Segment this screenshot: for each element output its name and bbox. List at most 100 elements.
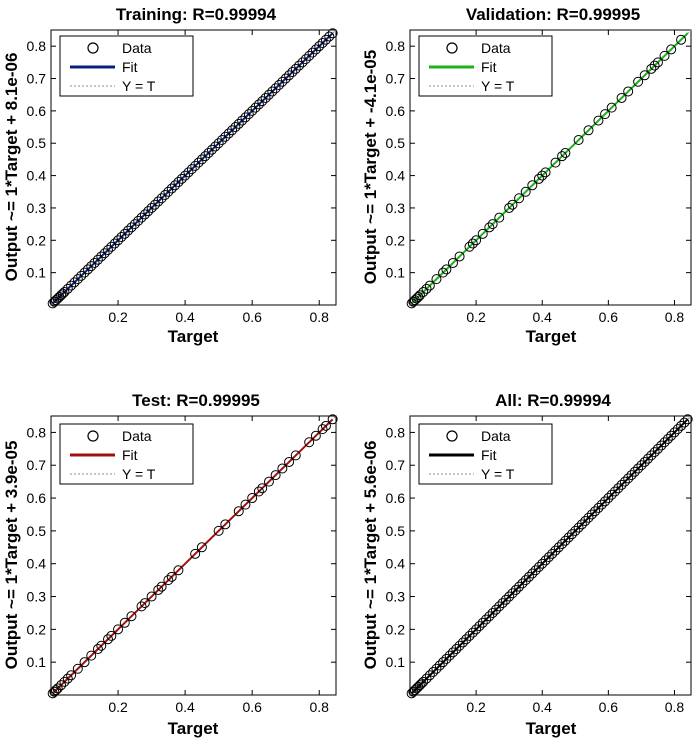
all-data-point xyxy=(464,630,475,641)
all-data-point xyxy=(619,476,630,487)
all-data-point xyxy=(603,493,614,504)
test-legend-data-label: Data xyxy=(122,428,152,444)
validation-data-point xyxy=(504,202,515,213)
validation-y-tick-0.8: 0.8 xyxy=(386,38,406,54)
validation-data-point xyxy=(606,102,617,113)
test-data-point xyxy=(173,565,184,576)
training-data-point xyxy=(193,157,204,168)
test-y-tick-0.1: 0.1 xyxy=(27,654,47,670)
validation-data-point xyxy=(514,193,525,204)
training-data-point xyxy=(82,264,93,275)
training-title: Training: R=0.99994 xyxy=(116,5,277,24)
validation-y-tick-0.5: 0.5 xyxy=(386,135,406,151)
test-data-point xyxy=(153,584,164,595)
training-data-point xyxy=(56,290,67,301)
training-data-point xyxy=(280,73,291,84)
test-legend-data-marker xyxy=(87,430,99,442)
training-data-point xyxy=(317,37,328,48)
all-data-point xyxy=(629,466,640,477)
all-data-point xyxy=(471,624,482,635)
validation-data-point xyxy=(639,70,650,81)
all-data-point xyxy=(461,634,472,645)
validation-data-point xyxy=(646,63,657,74)
all-data-point xyxy=(467,627,478,638)
all-data-point xyxy=(666,430,677,441)
training-data-point xyxy=(267,86,278,97)
all-y-tick-0.5: 0.5 xyxy=(386,523,406,539)
test-y-label: Output ~= 1*Target + 3.9e-05 xyxy=(2,441,21,670)
test-legend: Data Fit Y = T xyxy=(59,423,194,485)
test-data-point xyxy=(126,611,137,622)
validation-y-label: Output ~= 1*Target + -4.1e-05 xyxy=(361,50,380,284)
training-data-point xyxy=(143,206,154,217)
validation-y-tick-0.3: 0.3 xyxy=(386,200,406,216)
training-data-point xyxy=(237,115,248,126)
training-data-point xyxy=(220,131,231,142)
test-y-tick-0.8: 0.8 xyxy=(27,424,47,440)
all-data-point xyxy=(457,637,468,648)
all-x-label: Target xyxy=(526,719,577,738)
training-data-point xyxy=(243,109,254,120)
training-data-point xyxy=(203,147,214,158)
training-data-point xyxy=(176,173,187,184)
test-x-ticks: 0.2 0.4 0.6 0.8 xyxy=(108,699,329,715)
all-data-point xyxy=(454,640,465,651)
test-data-point xyxy=(66,670,77,681)
all-data-point xyxy=(481,614,492,625)
training-data-point xyxy=(324,31,335,42)
training-x-tick-0.4: 0.4 xyxy=(175,309,195,325)
training-data-point xyxy=(136,212,147,223)
test-x-label: Target xyxy=(168,719,219,738)
test-data-point xyxy=(263,476,274,487)
validation-data-point xyxy=(616,92,627,103)
all-data-point xyxy=(580,516,591,527)
all-data-point xyxy=(533,561,544,572)
validation-data-point xyxy=(438,267,449,278)
all-data-point xyxy=(527,568,538,579)
test-data-point xyxy=(86,650,97,661)
training-data-marks xyxy=(47,28,338,309)
training-data-point xyxy=(230,122,241,133)
validation-y-tick-0.2: 0.2 xyxy=(386,232,406,248)
all-data-marks xyxy=(406,414,693,699)
validation-x-tick-0.6: 0.6 xyxy=(599,309,619,325)
validation-y-tick-0.1: 0.1 xyxy=(386,265,406,281)
training-data-point xyxy=(320,34,331,45)
validation-data-point xyxy=(676,34,687,45)
all-data-point xyxy=(563,532,574,543)
all-data-point xyxy=(507,588,518,599)
training-data-point xyxy=(304,50,315,61)
all-data-point xyxy=(652,443,663,454)
test-y-tick-0.3: 0.3 xyxy=(27,589,47,605)
test-data-point xyxy=(310,430,321,441)
test-data-point xyxy=(196,542,207,553)
validation-data-point xyxy=(550,157,561,168)
validation-x-tick-0.2: 0.2 xyxy=(466,309,486,325)
training-data-point xyxy=(146,202,157,213)
all-data-point xyxy=(676,420,687,431)
all-data-point xyxy=(547,548,558,559)
all-data-point xyxy=(679,417,690,428)
all-data-point xyxy=(662,433,673,444)
all-data-point xyxy=(537,558,548,569)
validation-x-tick-0.4: 0.4 xyxy=(533,309,553,325)
test-data-point xyxy=(233,506,244,517)
test-data-point xyxy=(96,640,107,651)
validation-legend: Data Fit Y = T xyxy=(418,35,553,97)
validation-data-point xyxy=(431,274,442,285)
training-data-point xyxy=(284,70,295,81)
training-y-tick-0.7: 0.7 xyxy=(27,71,47,87)
test-data-point xyxy=(79,657,90,668)
training-data-point xyxy=(126,222,137,233)
validation-data-point xyxy=(573,135,584,145)
all-data-point xyxy=(434,660,445,671)
training-data-point xyxy=(173,177,184,188)
training-data-point xyxy=(300,54,311,65)
all-data-point xyxy=(593,502,604,513)
training-data-point xyxy=(116,232,127,243)
test-data-point xyxy=(62,673,73,684)
training-data-point xyxy=(290,63,301,74)
all-data-point xyxy=(656,440,667,451)
test-legend-yt-label: Y = T xyxy=(122,466,156,482)
validation-data-point xyxy=(418,287,429,298)
